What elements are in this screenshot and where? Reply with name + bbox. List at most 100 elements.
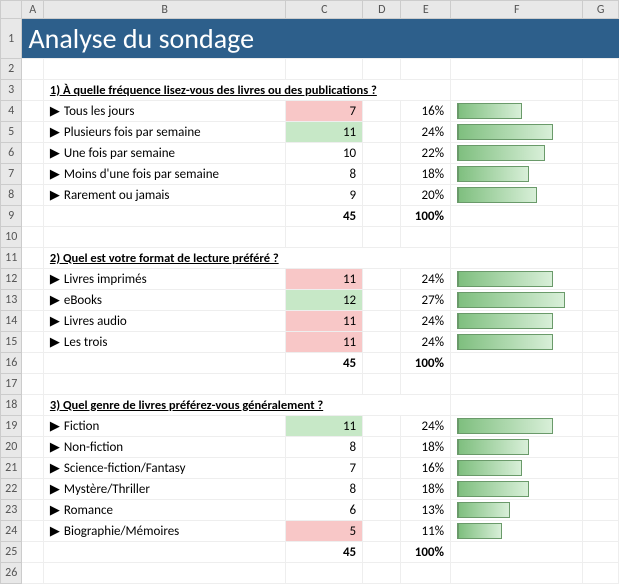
- answer-bar: [451, 332, 583, 353]
- answer-count: 12: [286, 290, 363, 311]
- answer-count: 11: [286, 416, 363, 437]
- answer-count: 11: [286, 122, 363, 143]
- row-header-1[interactable]: 1: [1, 19, 22, 59]
- row-header-18[interactable]: 18: [1, 395, 22, 416]
- answer-pct: 16%: [401, 458, 451, 479]
- answer-label: ▶Tous les jours: [43, 101, 286, 122]
- answer-pct: 11%: [401, 521, 451, 542]
- section-total-count: 45: [286, 353, 363, 374]
- row-header-20[interactable]: 20: [1, 437, 22, 458]
- answer-count: 11: [286, 332, 363, 353]
- expand-icon: ▶: [50, 188, 64, 203]
- col-header-F[interactable]: F: [451, 1, 583, 19]
- expand-icon: ▶: [50, 419, 64, 434]
- expand-icon: ▶: [50, 503, 64, 518]
- col-header-A[interactable]: A: [22, 1, 43, 19]
- answer-label: ▶Non-fiction: [43, 437, 286, 458]
- spreadsheet-grid[interactable]: ABCDEFG1Analyse du sondage231) À quelle …: [0, 0, 619, 584]
- answer-label: ▶Rarement ou jamais: [43, 185, 286, 206]
- row-header-19[interactable]: 19: [1, 416, 22, 437]
- answer-bar: [451, 500, 583, 521]
- row-header-2[interactable]: 2: [1, 59, 22, 80]
- answer-pct: 18%: [401, 437, 451, 458]
- expand-icon: ▶: [50, 167, 64, 182]
- row-header-24[interactable]: 24: [1, 521, 22, 542]
- row-header-25[interactable]: 25: [1, 542, 22, 563]
- row-header-21[interactable]: 21: [1, 458, 22, 479]
- answer-bar: [451, 290, 583, 311]
- expand-icon: ▶: [50, 125, 64, 140]
- answer-label: ▶Les trois: [43, 332, 286, 353]
- row-header-3[interactable]: 3: [1, 80, 22, 101]
- expand-icon: ▶: [50, 524, 64, 539]
- section-heading: 3) Quel genre de livres préférez-vous gé…: [43, 395, 450, 416]
- row-header-14[interactable]: 14: [1, 311, 22, 332]
- answer-count: 5: [286, 521, 363, 542]
- row-header-9[interactable]: 9: [1, 206, 22, 227]
- answer-label: ▶Romance: [43, 500, 286, 521]
- answer-bar: [451, 437, 583, 458]
- answer-label: ▶Mystère/Thriller: [43, 479, 286, 500]
- row-header-5[interactable]: 5: [1, 122, 22, 143]
- row-header-12[interactable]: 12: [1, 269, 22, 290]
- answer-pct: 13%: [401, 500, 451, 521]
- col-header-G[interactable]: G: [583, 1, 619, 19]
- row-header-23[interactable]: 23: [1, 500, 22, 521]
- answer-count: 7: [286, 458, 363, 479]
- answer-pct: 18%: [401, 164, 451, 185]
- answer-count: 9: [286, 185, 363, 206]
- answer-pct: 24%: [401, 332, 451, 353]
- answer-pct: 22%: [401, 143, 451, 164]
- row-header-22[interactable]: 22: [1, 479, 22, 500]
- answer-pct: 24%: [401, 416, 451, 437]
- section-total-count: 45: [286, 542, 363, 563]
- section-total-pct: 100%: [401, 353, 451, 374]
- answer-pct: 20%: [401, 185, 451, 206]
- answer-bar: [451, 458, 583, 479]
- col-header-B[interactable]: B: [43, 1, 286, 19]
- answer-label: ▶Moins d'une fois par semaine: [43, 164, 286, 185]
- answer-count: 11: [286, 311, 363, 332]
- answer-count: 8: [286, 479, 363, 500]
- col-header-E[interactable]: E: [401, 1, 451, 19]
- answer-bar: [451, 143, 583, 164]
- row-header-26[interactable]: 26: [1, 563, 22, 584]
- row-header-11[interactable]: 11: [1, 248, 22, 269]
- answer-bar: [451, 101, 583, 122]
- answer-label: ▶Livres imprimés: [43, 269, 286, 290]
- row-header-8[interactable]: 8: [1, 185, 22, 206]
- answer-bar: [451, 521, 583, 542]
- row-header-16[interactable]: 16: [1, 353, 22, 374]
- answer-label: ▶Science-fiction/Fantasy: [43, 458, 286, 479]
- row-header-15[interactable]: 15: [1, 332, 22, 353]
- expand-icon: ▶: [50, 461, 64, 476]
- expand-icon: ▶: [50, 146, 64, 161]
- row-header-10[interactable]: 10: [1, 227, 22, 248]
- answer-pct: 18%: [401, 479, 451, 500]
- answer-bar: [451, 416, 583, 437]
- answer-label: ▶Livres audio: [43, 311, 286, 332]
- expand-icon: ▶: [50, 104, 64, 119]
- answer-label: ▶Biographie/Mémoires: [43, 521, 286, 542]
- expand-icon: ▶: [50, 440, 64, 455]
- answer-label: ▶eBooks: [43, 290, 286, 311]
- section-heading: 2) Quel est votre format de lecture préf…: [43, 248, 450, 269]
- row-header-7[interactable]: 7: [1, 164, 22, 185]
- row-header-4[interactable]: 4: [1, 101, 22, 122]
- section-total-pct: 100%: [401, 206, 451, 227]
- col-header-D[interactable]: D: [363, 1, 401, 19]
- row-header-17[interactable]: 17: [1, 374, 22, 395]
- answer-label: ▶Plusieurs fois par semaine: [43, 122, 286, 143]
- answer-pct: 24%: [401, 269, 451, 290]
- row-header-13[interactable]: 13: [1, 290, 22, 311]
- col-header-C[interactable]: C: [286, 1, 363, 19]
- page-title: Analyse du sondage: [22, 19, 619, 59]
- answer-label: ▶Fiction: [43, 416, 286, 437]
- expand-icon: ▶: [50, 482, 64, 497]
- expand-icon: ▶: [50, 335, 64, 350]
- answer-bar: [451, 311, 583, 332]
- answer-bar: [451, 122, 583, 143]
- row-header-6[interactable]: 6: [1, 143, 22, 164]
- answer-count: 8: [286, 164, 363, 185]
- answer-count: 8: [286, 437, 363, 458]
